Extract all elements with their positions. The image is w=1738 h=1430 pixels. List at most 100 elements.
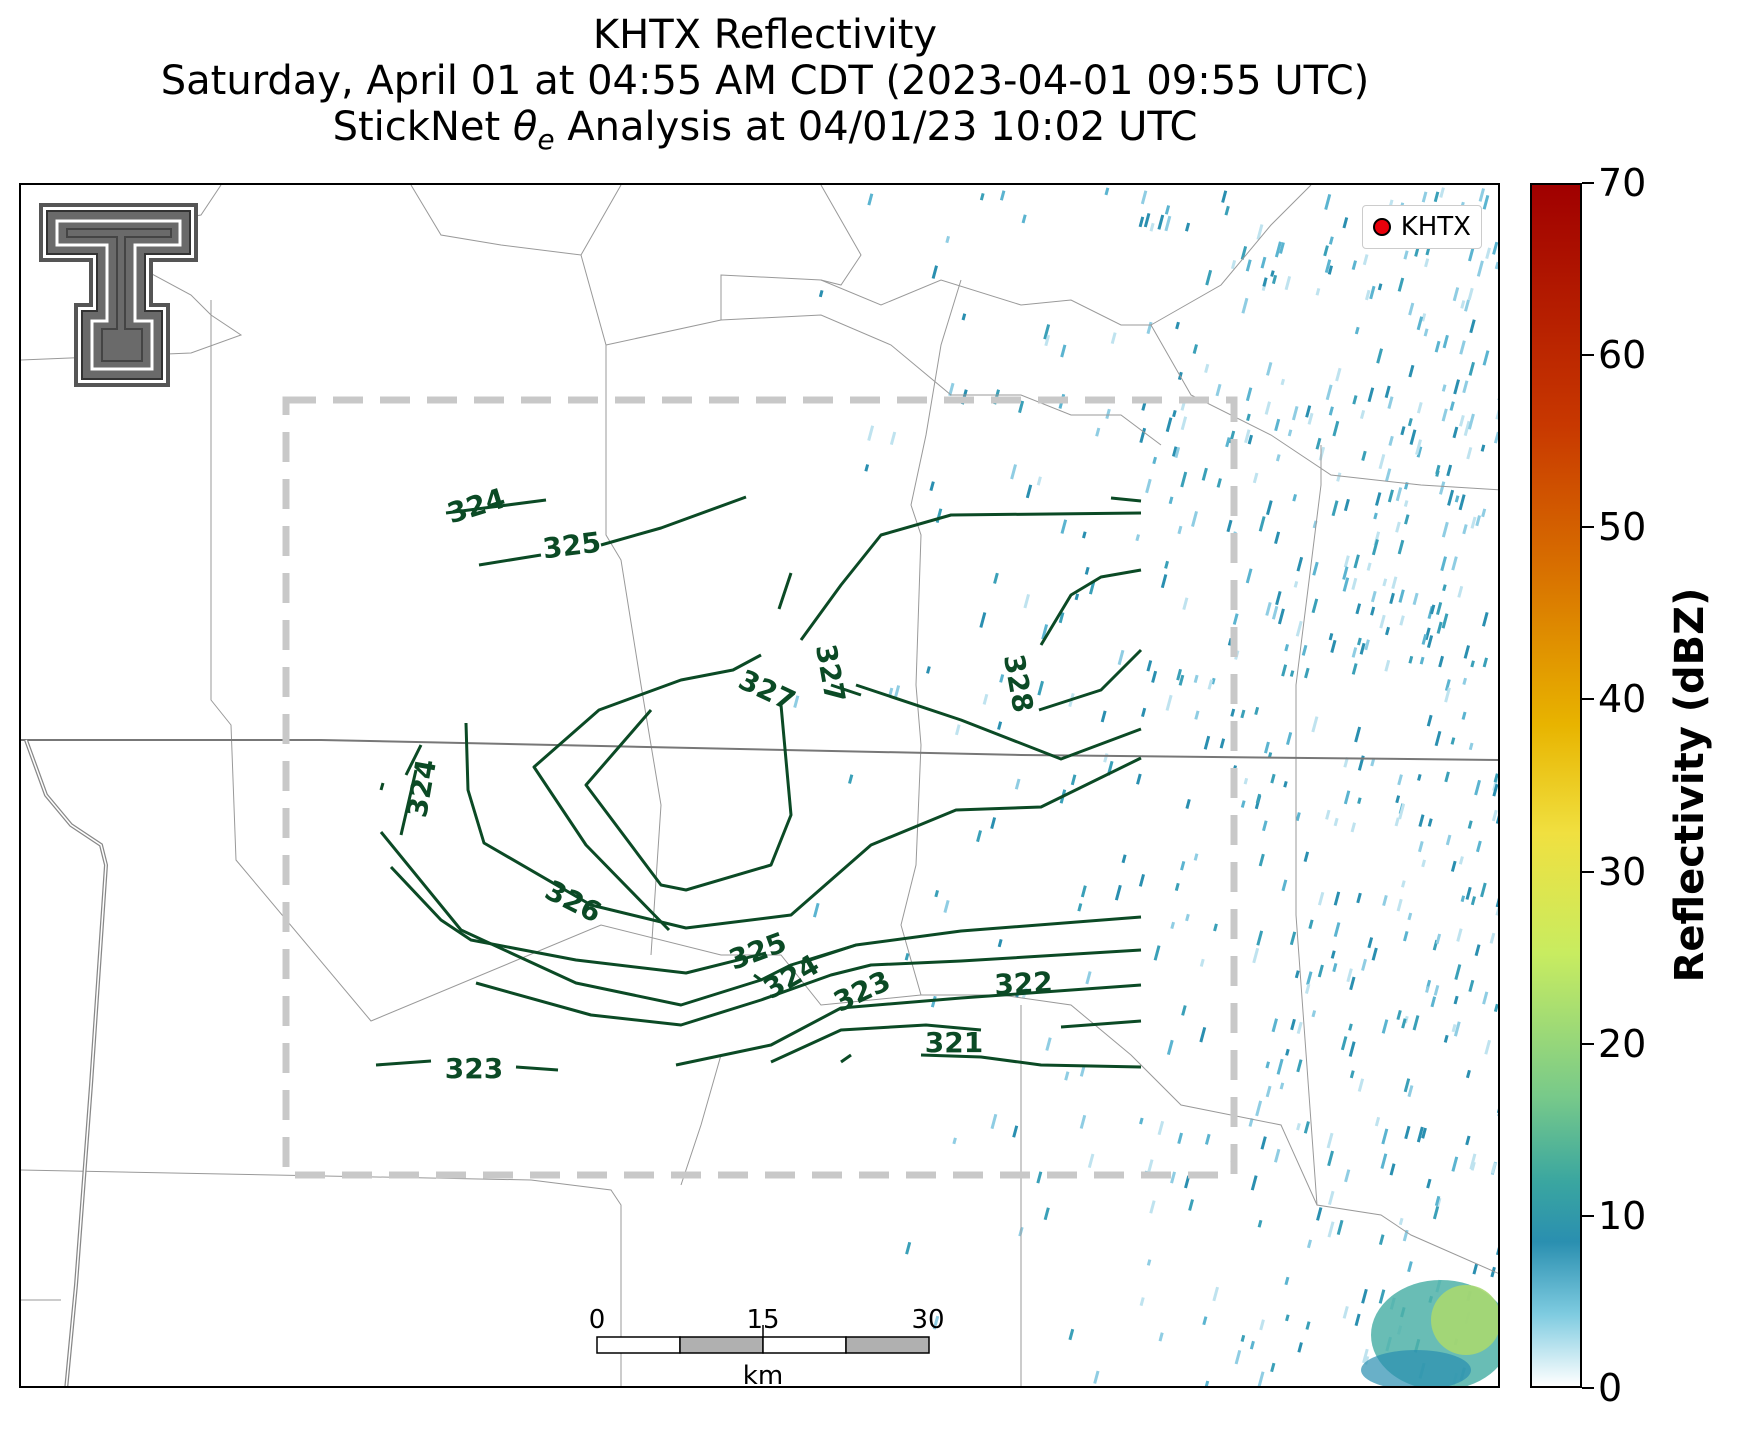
echo-pixel	[1043, 324, 1051, 340]
echo-pixel	[1482, 195, 1490, 210]
echo-pixel	[1441, 408, 1448, 422]
echo-pixel	[1395, 521, 1401, 533]
echo-pixel	[1275, 454, 1281, 462]
echo-pixel	[1266, 362, 1273, 376]
echo-pixel	[1151, 670, 1158, 683]
echo-pixel	[1296, 1021, 1303, 1034]
echo-pixel	[1305, 1321, 1311, 1330]
echo-pixel	[1295, 620, 1303, 637]
echo-pixel	[1398, 1217, 1404, 1226]
echo-pixel	[1408, 302, 1415, 316]
echo-pixel	[1451, 1156, 1459, 1172]
colorbar-tick	[1582, 870, 1594, 873]
echo-pixel	[1469, 1153, 1477, 1170]
echo-pixel	[1182, 597, 1189, 611]
echo-pixel	[1158, 1332, 1164, 1342]
echo-pixel	[1306, 1239, 1312, 1249]
echo-pixel	[1318, 446, 1326, 461]
echo-pixel	[1328, 1190, 1335, 1206]
scale-label-0: 0	[589, 1305, 606, 1335]
colorbar-tick-label: 50	[1598, 505, 1647, 550]
echo-pixel	[1421, 634, 1428, 645]
echo-pixel	[1387, 396, 1394, 409]
echo-pixel	[993, 572, 999, 584]
echo-pixel	[1284, 1276, 1290, 1286]
echo-pixel	[1074, 593, 1080, 601]
echo-pixel	[1058, 612, 1065, 624]
echo-pixel	[1201, 467, 1208, 481]
echo-pixel	[961, 313, 967, 321]
echo-pixel	[1342, 577, 1350, 592]
contour-labels: 324 325 327 327 328 324 326 325 324 323 …	[400, 482, 1053, 1085]
echo-pixel	[1271, 274, 1278, 285]
echo-pixel	[1367, 387, 1375, 403]
echo-pixel	[1256, 224, 1264, 240]
echo-pixel	[1157, 1120, 1165, 1136]
echo-pixel	[1459, 415, 1465, 427]
echo-pixel	[1256, 930, 1264, 946]
echo-pixel	[1421, 191, 1428, 203]
echo-pixel	[1193, 674, 1199, 684]
contour-label: 328	[997, 652, 1040, 715]
echo-pixel	[1490, 1266, 1496, 1278]
echo-pixel	[1141, 707, 1147, 717]
echo-pixel	[1444, 679, 1451, 691]
echo-pixel	[1454, 964, 1462, 980]
echo-pixel	[1068, 1328, 1075, 1341]
echo-pixel	[1165, 694, 1173, 711]
echo-pixel	[1388, 435, 1394, 446]
echo-pixel	[1199, 958, 1205, 967]
echo-pixel	[1232, 613, 1239, 625]
echo-pixel	[1258, 516, 1266, 532]
echo-pixel	[1025, 484, 1033, 499]
echo-pixel	[1185, 913, 1190, 922]
echo-pixel	[1185, 799, 1191, 809]
echo-pixel	[1311, 598, 1319, 614]
echo-pixel	[1348, 1023, 1353, 1031]
echo-pixel	[1429, 604, 1436, 615]
echo-pixel	[1423, 328, 1429, 337]
echo-pixel	[1395, 795, 1401, 804]
echo-pixel	[1492, 241, 1498, 255]
echo-pixel	[1470, 896, 1476, 906]
echo-pixel	[1060, 344, 1067, 358]
echo-pixel	[1332, 963, 1338, 973]
echo-pixel	[1343, 790, 1351, 805]
echo-pixel	[1380, 1153, 1388, 1169]
echo-pixel	[1138, 873, 1145, 887]
map-panel[interactable]: 324 325 327 327 328 324 326 325 324 323 …	[19, 183, 1500, 1388]
colorbar-tick-label: 30	[1598, 849, 1647, 894]
echo-pixel	[1415, 439, 1422, 456]
echo-pixel	[1064, 1071, 1070, 1081]
echo-pixel	[1274, 531, 1281, 544]
echo-pixel	[1207, 679, 1213, 690]
echo-pixel	[1436, 601, 1443, 616]
echo-pixel	[1470, 516, 1477, 529]
echo-pixel	[952, 1137, 957, 1145]
echo-pixel	[812, 902, 820, 918]
echo-pixel	[1391, 576, 1398, 590]
echo-pixel	[1346, 968, 1353, 983]
echo-pixel	[1425, 986, 1430, 993]
echo-pixel	[1045, 1037, 1052, 1051]
echo-pixel	[1398, 589, 1405, 603]
echo-pixel	[1333, 922, 1341, 937]
echo-pixel	[1444, 771, 1450, 783]
echo-pixel	[1354, 326, 1360, 335]
colorbar-tick-label: 0	[1598, 1366, 1623, 1410]
echo-pixel	[982, 693, 989, 705]
echo-pixel	[1442, 584, 1447, 592]
echo-pixel	[1394, 817, 1400, 827]
echo-pixel	[1407, 1085, 1414, 1098]
echo-pixel	[999, 190, 1006, 201]
echo-pixel	[1424, 258, 1430, 268]
echo-pixel	[1336, 1219, 1344, 1235]
echo-pixel	[1274, 241, 1282, 258]
echo-pixel	[1295, 812, 1301, 822]
echo-pixel	[1378, 1289, 1386, 1304]
echo-pixel	[1359, 642, 1366, 655]
echo-pixel	[1401, 1018, 1407, 1029]
echo-pixel	[1117, 649, 1125, 666]
echo-pixel	[1351, 260, 1357, 271]
echo-pixel	[1174, 446, 1181, 459]
